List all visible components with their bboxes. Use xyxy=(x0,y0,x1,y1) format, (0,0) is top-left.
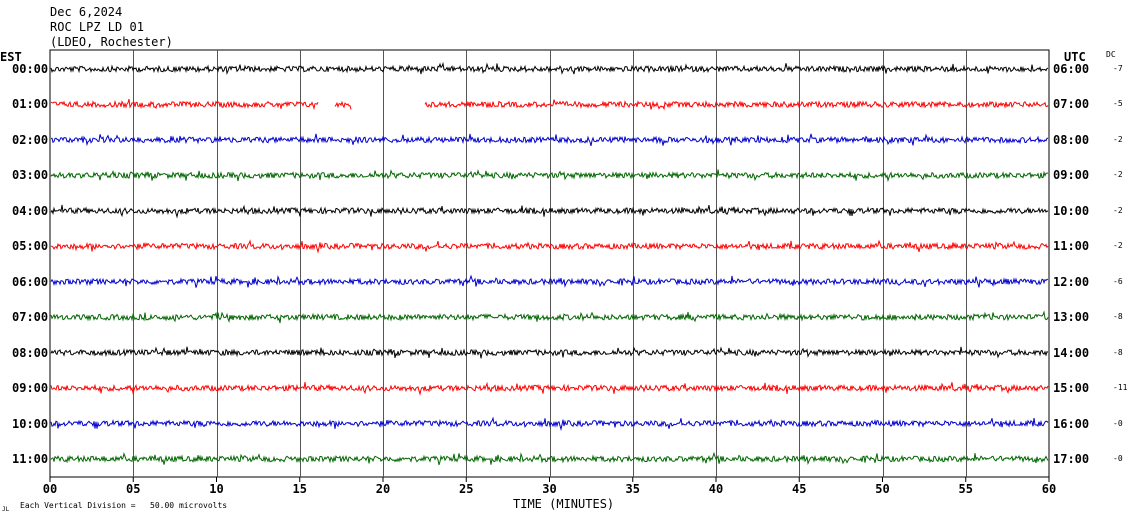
x-tick-label: 15 xyxy=(293,482,307,496)
est-label: 07:00 xyxy=(12,310,49,325)
x-tick-label: 40 xyxy=(709,482,723,496)
trace-0900 xyxy=(50,381,1049,396)
dc-value: -8 xyxy=(1113,312,1123,322)
x-tick-label: 30 xyxy=(542,482,556,496)
utc-label: 14:00 xyxy=(1053,345,1090,360)
station-label: ROC LPZ LD 01 xyxy=(50,20,144,34)
dc-value: -2 xyxy=(1113,134,1123,144)
dc-value: -11 xyxy=(1113,383,1128,393)
dc-value: -2 xyxy=(1113,241,1123,251)
x-tick-label: 05 xyxy=(126,482,140,496)
dc-column-title: DC xyxy=(1106,50,1116,59)
utc-label: 17:00 xyxy=(1053,451,1090,466)
est-label: 09:00 xyxy=(12,381,49,396)
x-axis-title: TIME (MINUTES) xyxy=(513,497,615,511)
trace-0000 xyxy=(50,61,1049,75)
est-label: 10:00 xyxy=(12,416,49,431)
dc-value: -8 xyxy=(1113,347,1123,357)
utc-label: 15:00 xyxy=(1053,381,1090,396)
x-tick-label: 25 xyxy=(459,482,473,496)
trace-1000 xyxy=(50,416,1049,432)
utc-label: 09:00 xyxy=(1053,168,1090,183)
x-tick-label: 10 xyxy=(209,482,223,496)
x-tick-label: 60 xyxy=(1042,482,1056,496)
dc-value: -0 xyxy=(1113,453,1123,463)
utc-label: 13:00 xyxy=(1053,310,1090,325)
dc-value: -7 xyxy=(1113,64,1123,73)
x-tick-label: 55 xyxy=(959,482,973,496)
est-label: 02:00 xyxy=(12,132,49,147)
x-tick-label: 20 xyxy=(376,482,390,496)
utc-label: 16:00 xyxy=(1053,416,1090,431)
trace-0700 xyxy=(50,310,1049,324)
est-label: 01:00 xyxy=(12,97,49,112)
utc-label: 10:00 xyxy=(1053,203,1090,218)
dc-value: -0 xyxy=(1113,418,1123,428)
dc-value: -2 xyxy=(1113,170,1123,180)
utc-label: 12:00 xyxy=(1053,274,1090,289)
plot-grid xyxy=(49,49,1050,478)
trace-1100 xyxy=(50,451,1049,466)
est-label: 11:00 xyxy=(12,451,49,466)
trace-0300 xyxy=(50,169,1049,183)
trace-0800 xyxy=(50,346,1049,359)
trace-0600 xyxy=(50,274,1049,288)
x-axis-ticks: 00 05 10 15 20 25 30 35 40 45 50 55 60 xyxy=(43,477,1056,496)
utc-label: 11:00 xyxy=(1053,239,1090,254)
x-tick-label: 00 xyxy=(43,482,57,496)
est-axis-title: EST xyxy=(0,50,22,64)
seismic-traces xyxy=(50,61,1049,466)
utc-axis-title: UTC xyxy=(1064,50,1086,64)
amplitude-scale-note: Each Vertical Division = 50.00 microvolt… xyxy=(20,501,228,510)
est-label: 05:00 xyxy=(12,239,49,254)
est-label: 03:00 xyxy=(12,168,49,183)
utc-label: 06:00 xyxy=(1053,62,1090,76)
utc-label: 07:00 xyxy=(1053,97,1090,112)
utc-label: 08:00 xyxy=(1053,132,1090,147)
est-label: 04:00 xyxy=(12,203,49,218)
trace-0100 xyxy=(50,98,1049,111)
trace-0500 xyxy=(50,239,1049,254)
x-tick-label: 35 xyxy=(626,482,640,496)
trace-0200 xyxy=(50,133,1049,147)
x-tick-label: 45 xyxy=(792,482,806,496)
corner-mark: JL xyxy=(2,506,10,513)
x-tick-label: 50 xyxy=(875,482,889,496)
date-label: Dec 6,2024 xyxy=(50,5,123,19)
dc-value: -5 xyxy=(1113,99,1123,109)
network-label: (LDEO, Rochester) xyxy=(50,35,173,49)
dc-value: -6 xyxy=(1113,276,1123,286)
trace-0400 xyxy=(50,204,1049,219)
est-label: 06:00 xyxy=(12,274,49,289)
est-label: 00:00 xyxy=(12,62,49,76)
dc-value: -2 xyxy=(1113,205,1123,215)
est-label: 08:00 xyxy=(12,345,49,360)
plot-frame xyxy=(49,49,1050,478)
